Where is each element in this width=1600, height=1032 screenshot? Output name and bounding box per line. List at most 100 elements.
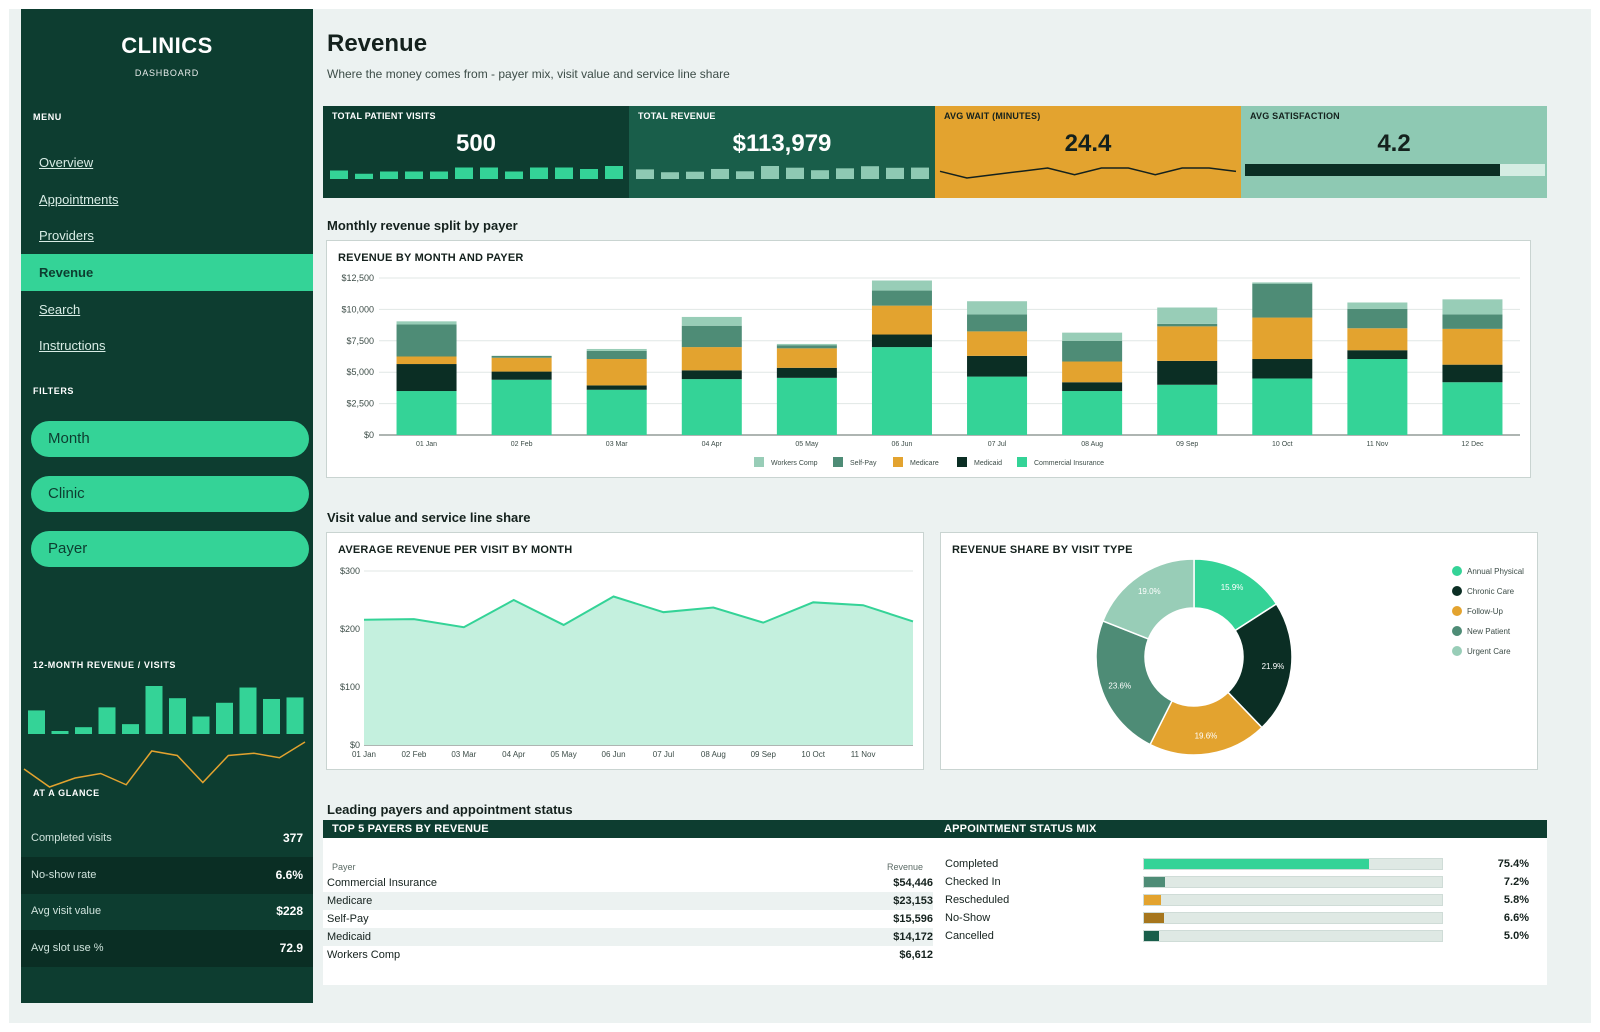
bar-segment <box>396 321 457 325</box>
status-pct: 5.0% <box>1503 930 1529 942</box>
bar-segment <box>396 356 457 365</box>
col-revenue: Revenue <box>887 862 924 872</box>
status-bar-checked-in <box>1143 876 1443 888</box>
bar-segment <box>1442 314 1503 329</box>
payer-name: Commercial Insurance <box>327 877 438 889</box>
glance-no-show-rate: No-show rate 6.6% <box>21 857 313 894</box>
glance-value: 377 <box>282 831 303 845</box>
nav-search[interactable]: Search <box>39 302 81 317</box>
x-tick-label: 02 Feb <box>511 441 533 448</box>
bar-segment <box>1252 317 1313 360</box>
area-line <box>363 595 914 629</box>
bar-segment <box>586 348 647 351</box>
x-tick-label: 08 Aug <box>1081 441 1103 448</box>
donut-slice <box>1095 619 1174 746</box>
legend-dot <box>1452 626 1462 636</box>
x-tick-label: 07 Jul <box>988 441 1007 448</box>
nav-instructions[interactable]: Instructions <box>39 338 106 353</box>
kpi-total-revenue: TOTAL REVENUE $113,979 <box>629 106 935 198</box>
x-tick-label: 12 Dec <box>1461 441 1484 448</box>
spark-bar <box>380 171 398 179</box>
bar-segment <box>871 347 932 435</box>
status-bar-no-show <box>1143 912 1443 924</box>
bar-segment <box>586 385 647 390</box>
bar-segment <box>1157 384 1218 435</box>
filter-clinic[interactable]: Clinic <box>31 476 309 512</box>
bar-segment <box>491 379 552 435</box>
slice-label: 19.6% <box>1195 732 1218 741</box>
bar-segment <box>776 377 837 435</box>
bar-segment <box>1347 308 1408 329</box>
spark-bar <box>430 171 448 179</box>
payer-revenue: $14,172 <box>893 931 933 943</box>
glance-label-text: No-show rate <box>31 869 97 881</box>
y-tick-label: $2,500 <box>346 399 374 409</box>
x-tick-label: 09 Sep <box>1176 441 1198 448</box>
spark-bar <box>661 172 679 179</box>
bar-segment <box>1347 302 1408 309</box>
y-tick-label: $7,500 <box>346 336 374 346</box>
bar-segment <box>681 325 742 348</box>
area-chart: $0 $100 $200 $300 01 Jan 02 Feb 03 Mar 04 Apr 05… <box>340 566 914 759</box>
x-tick-label: 06 Jun <box>891 441 912 448</box>
table-row: Medicare $23,153 <box>323 892 933 910</box>
sidebar-spark-bar <box>145 686 163 734</box>
kpi-revenue-sparkbars <box>636 166 929 179</box>
x-tick-label: 07 Jul <box>653 750 675 759</box>
bar-segment <box>1157 323 1218 327</box>
spark-bar <box>330 170 348 179</box>
filter-month[interactable]: Month <box>31 421 309 457</box>
y-tick-label: $12,500 <box>341 273 374 283</box>
status-bar-fill <box>1144 859 1369 869</box>
y-tick-label: $5,000 <box>346 367 374 377</box>
kpi-value: $113,979 <box>732 130 832 157</box>
x-tick-label: 06 Jun <box>602 750 626 759</box>
legend-dot <box>1452 646 1462 656</box>
spark-bar <box>505 171 523 179</box>
spark-bar <box>355 173 373 179</box>
x-tick-label: 02 Feb <box>401 750 426 759</box>
bar-segment <box>586 350 647 360</box>
spark-bar <box>555 167 573 179</box>
donut-slice <box>1101 558 1195 640</box>
filter-payer[interactable]: Payer <box>31 531 309 567</box>
payer-name: Workers Comp <box>327 949 401 961</box>
nav-overview[interactable]: Overview <box>39 155 94 170</box>
bar-segment <box>396 324 457 357</box>
bar-segment <box>1442 364 1503 383</box>
donut-chart: 15.9% Annual Physical 21.9% Chronic Care 19.… <box>1095 558 1524 756</box>
brand-title: CLINICS <box>121 33 213 58</box>
status-mix-header: APPOINTMENT STATUS MIX <box>935 820 1547 838</box>
spark-bar <box>605 166 623 179</box>
nav-appointments[interactable]: Appointments <box>39 192 119 207</box>
kpi-visits-sparkbars <box>330 166 623 179</box>
kpi-avg-satisfaction: AVG SATISFACTION 4.2 <box>1241 106 1547 198</box>
brand-subtitle: DASHBOARD <box>134 68 200 78</box>
bar-segment <box>1157 326 1218 361</box>
legend-label: Commercial Insurance <box>1034 460 1104 467</box>
kpi-label: TOTAL REVENUE <box>638 111 716 121</box>
slice-label: 21.9% <box>1262 662 1285 671</box>
table-row: Commercial Insurance $54,446 <box>323 874 933 892</box>
payer-revenue: $6,612 <box>899 949 933 961</box>
sidebar: CLINICS DASHBOARD MENU Overview Appointm… <box>21 9 313 1003</box>
chart-title: REVENUE BY MONTH AND PAYER <box>338 252 524 264</box>
legend-dot <box>1452 586 1462 596</box>
y-tick-label: $100 <box>340 682 360 692</box>
sidebar-spark-bar <box>286 697 304 734</box>
glance-avg-visit-value: Avg visit value $228 <box>21 893 313 930</box>
status-label-completed: Completed <box>945 858 999 870</box>
spark-bar <box>530 167 548 179</box>
spark-bar <box>480 167 498 179</box>
nav-revenue[interactable]: Revenue <box>21 254 313 291</box>
bar-segment <box>1062 361 1123 383</box>
sidebar-spark-bar <box>169 698 186 734</box>
legend-label: Urgent Care <box>1467 647 1511 656</box>
spark-bar <box>711 168 729 179</box>
spark-label: 12-MONTH REVENUE / VISITS <box>33 660 177 670</box>
nav-providers[interactable]: Providers <box>39 228 94 243</box>
x-tick-label: 05 May <box>795 441 818 448</box>
status-label-rescheduled: Rescheduled <box>945 894 1010 906</box>
kpi-wait-sparkline <box>939 167 1237 179</box>
status-bar-fill <box>1144 877 1166 887</box>
